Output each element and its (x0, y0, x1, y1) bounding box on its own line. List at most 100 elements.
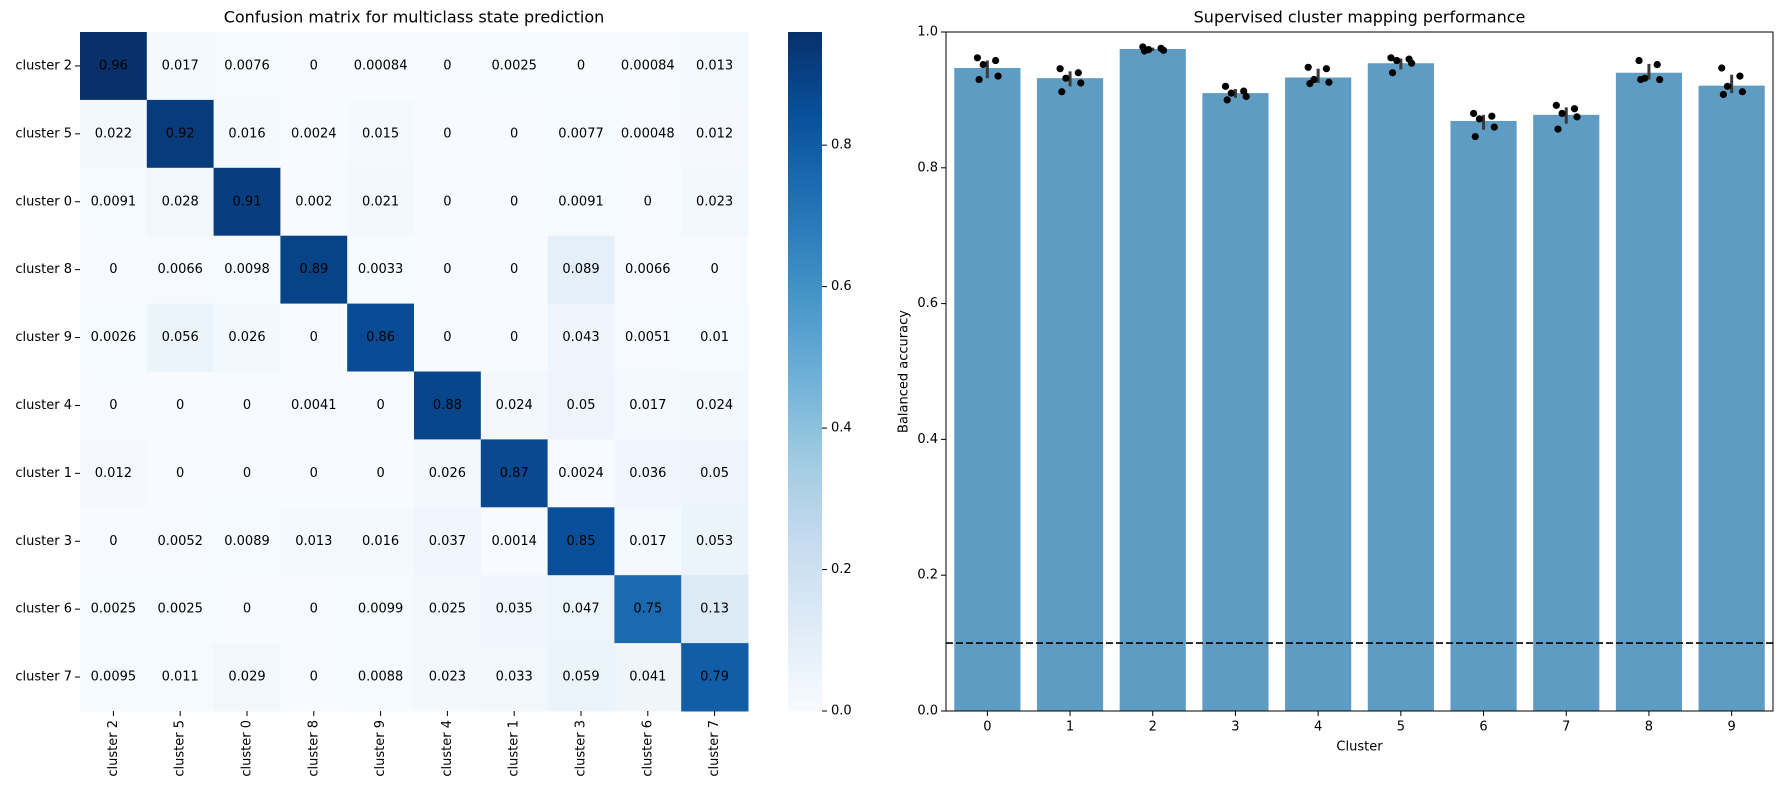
heatmap-cell (681, 32, 749, 101)
heatmap-cell (213, 371, 281, 440)
heatmap-cell (414, 371, 482, 440)
data-point (992, 56, 1000, 65)
cell-label: 0 (310, 58, 318, 73)
heatmap-cell (614, 99, 682, 169)
data-point (1062, 74, 1070, 82)
x-tick-label: 0 (983, 720, 991, 735)
cell-label: 0.0025 (491, 58, 537, 73)
cell-label: 0.05 (700, 466, 729, 481)
y-axis-label: Balanced accuracy (897, 310, 912, 433)
heatmap-cell (146, 643, 215, 712)
cell-label: 0.033 (496, 670, 533, 685)
heatmap-cell (146, 235, 215, 305)
cell-label: 0.85 (567, 534, 596, 549)
heatmap-cell (80, 99, 148, 169)
heatmap-cell (146, 32, 215, 101)
heatmap-cell (614, 235, 682, 305)
cell-label: 0.024 (496, 398, 533, 413)
y-tick-label: cluster 5 (15, 126, 72, 141)
heatmap-cell (280, 167, 348, 237)
data-point (994, 72, 1002, 80)
heatmap-cell (414, 167, 482, 237)
colorbar-tick-label: 0.6 (831, 279, 852, 294)
heatmap-cell (280, 235, 348, 305)
x-axis-label: Cluster (1336, 740, 1383, 755)
data-point (1322, 65, 1331, 73)
heatmap-cell (80, 507, 148, 576)
heatmap-cell (414, 507, 482, 576)
heatmap-cell (414, 32, 482, 101)
cell-label: 0.92 (166, 126, 195, 141)
x-tick-label: 9 (1728, 720, 1736, 735)
heatmap-cell (480, 235, 549, 305)
cell-label: 0.041 (629, 670, 666, 685)
cell-label: 0.029 (228, 670, 265, 685)
x-tick-label: 1 (1066, 720, 1074, 735)
y-tick-label: cluster 8 (15, 262, 72, 277)
chart-title: Confusion matrix for multiclass state pr… (224, 8, 605, 27)
y-tick-label: cluster 2 (15, 58, 72, 73)
data-point (1570, 105, 1579, 113)
cell-label: 0.016 (228, 126, 265, 141)
bar (954, 67, 1021, 711)
colorbar (788, 32, 822, 711)
cell-label: 0 (443, 126, 451, 141)
heatmap-cell (347, 167, 415, 237)
data-point (1074, 69, 1082, 77)
x-tick-label: cluster 3 (574, 720, 589, 777)
heatmap-cell (347, 439, 415, 508)
heatmap-cell (213, 303, 281, 372)
cell-label: 0.035 (496, 602, 533, 617)
cell-label: 0 (510, 194, 518, 209)
heatmap-cell (280, 32, 348, 101)
bar (1119, 48, 1186, 712)
cell-label: 0.012 (696, 126, 733, 141)
data-point (1304, 63, 1312, 71)
data-point (1488, 112, 1496, 120)
heatmap-cell (480, 99, 549, 169)
heatmap-cell (547, 99, 615, 169)
data-point (1221, 82, 1230, 90)
cell-label: 0.0025 (157, 602, 203, 617)
cell-label: 0.023 (696, 194, 733, 209)
heatmap-cell (547, 439, 615, 508)
data-point (1719, 90, 1727, 99)
cell-label: 0 (243, 466, 251, 481)
cell-label: 0.0066 (625, 262, 671, 277)
x-tick-label: cluster 1 (507, 720, 522, 777)
heatmap-cell (480, 32, 549, 101)
heatmap-cell (146, 507, 215, 576)
heatmap-cell (213, 167, 281, 237)
cell-label: 0 (510, 262, 518, 277)
heatmap-cell (414, 575, 482, 644)
heatmap-cell (146, 99, 215, 169)
cell-label: 0.0041 (291, 398, 337, 413)
heatmap-cell (146, 371, 215, 440)
y-tick-label: 0.0 (917, 704, 938, 719)
cell-label: 0 (376, 466, 384, 481)
cell-label: 0.0066 (157, 262, 203, 277)
cell-label: 0.0014 (491, 534, 537, 549)
cell-label: 0 (176, 398, 184, 413)
cell-label: 0 (310, 330, 318, 345)
bar (1533, 114, 1600, 711)
x-tick-label: cluster 7 (707, 720, 722, 777)
data-point (1552, 101, 1560, 109)
heatmap-cell (614, 507, 682, 576)
heatmap-cell (280, 99, 348, 169)
cell-label: 0.05 (567, 398, 596, 413)
heatmap-cell (414, 235, 482, 305)
heatmap-cell (547, 575, 615, 644)
heatmap-cell (547, 303, 615, 372)
heatmap-cell (213, 99, 281, 169)
heatmap-cell (213, 439, 281, 508)
colorbar-tick-label: 0.0 (831, 704, 852, 719)
data-point (975, 75, 983, 84)
cell-label: 0 (577, 58, 585, 73)
cell-label: 0 (443, 194, 451, 209)
data-point (1635, 56, 1643, 65)
data-point (973, 54, 982, 62)
heatmap-cell (547, 507, 615, 576)
heatmap-cell (681, 575, 749, 644)
